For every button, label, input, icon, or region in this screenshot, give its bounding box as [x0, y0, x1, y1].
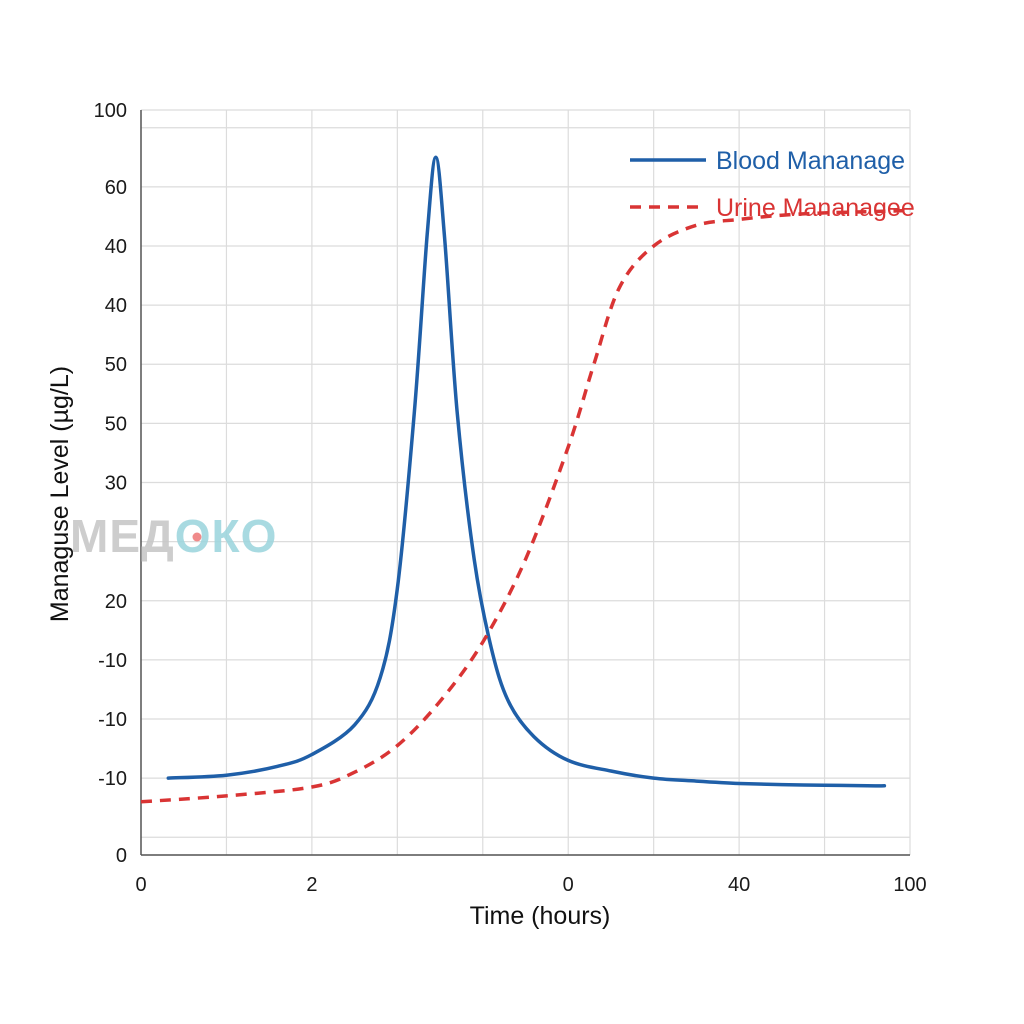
y-tick-label: -10: [98, 768, 127, 790]
watermark-text: МЕДОКО: [70, 510, 277, 562]
x-tick-label: 2: [306, 874, 317, 896]
y-tick-label: 100: [94, 100, 127, 122]
y-tick-label: 50: [105, 413, 127, 435]
watermark-dot: [192, 532, 202, 542]
y-tick-label: 60: [105, 177, 127, 199]
legend-label-urine: Urine Mananagee: [716, 194, 915, 222]
y-tick-label: -10: [98, 650, 127, 672]
x-axis-title: Time (hours): [470, 902, 611, 930]
watermark-logo: МЕДОКО: [70, 510, 277, 562]
y-tick-label: 30: [105, 473, 127, 495]
y-tick-label: 40: [105, 295, 127, 317]
series-lines: [140, 155, 911, 804]
x-tick-label: 0: [563, 874, 574, 896]
y-axis-title: Managuse Level (µg/L): [46, 366, 74, 622]
gridlines: [140, 109, 911, 856]
y-tick-label: 0: [116, 845, 127, 867]
series-line-urine: [140, 208, 911, 804]
legend-label-blood: Blood Mananage: [716, 147, 905, 175]
x-tick-label: 100: [893, 874, 926, 896]
y-tick-label: 50: [105, 354, 127, 376]
y-tick-label: -10: [98, 709, 127, 731]
x-tick-label: 40: [728, 874, 750, 896]
series-line-blood: [166, 155, 887, 788]
axes: [140, 110, 910, 856]
legend: Blood Mananage Urine Mananagee: [630, 147, 915, 222]
x-tick-label: 0: [135, 874, 146, 896]
y-tick-label: 20: [105, 591, 127, 613]
y-tick-label: 40: [105, 236, 127, 258]
